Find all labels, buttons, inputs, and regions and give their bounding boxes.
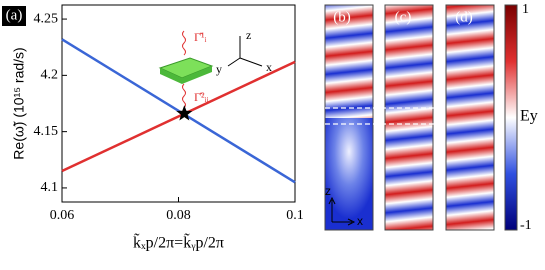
field-map-c (384, 4, 434, 231)
panel-label: (d) (455, 9, 473, 25)
y-tick-label: 4.15 (34, 124, 59, 139)
field-map-b-lower (325, 118, 373, 230)
inset-label: Γ̂²ᵢᵢ (194, 90, 208, 104)
x-tick-label: 0.08 (166, 208, 191, 223)
structure-side (160, 66, 212, 84)
field-maps (324, 4, 518, 231)
panel-label-bg (2, 6, 26, 26)
inset-label: z (246, 28, 251, 42)
x-axis-label: k̃ₓp/2π=k̃ᵧp/2π (133, 233, 224, 252)
y-axis-label: Re(ω̃) (10¹⁵ rad/s) (11, 47, 27, 159)
inset-axes (227, 36, 263, 67)
data-line (61, 60, 296, 173)
field-axis-label: x (357, 214, 363, 228)
colorbar (504, 4, 518, 231)
plot-frame (61, 4, 296, 203)
y-tick-label: 4.25 (34, 11, 59, 26)
data-line (61, 38, 296, 184)
inset-label: y (216, 62, 222, 76)
inset (158, 30, 263, 109)
panel-label: (b) (333, 9, 351, 25)
inset-label: x (266, 60, 272, 74)
panel-label: (a) (6, 7, 23, 23)
intersection-star (176, 105, 193, 121)
y-tick-label: 4.2 (41, 68, 59, 83)
y-tick-label: 4.1 (41, 180, 59, 195)
field-axis-label: z (325, 184, 331, 198)
wave-arrow (182, 30, 186, 109)
field-axes-arrows (328, 196, 356, 226)
colorbar-tick-label: -1 (520, 218, 532, 233)
colorbar-tick-label: 1 (522, 2, 529, 17)
inset-label: Γ̂¹ᵢ (194, 30, 207, 44)
field-map-d (445, 4, 495, 231)
colorbar-label: Ey (520, 108, 538, 125)
x-tick-label: 0.1 (286, 208, 304, 223)
field-frame (324, 4, 374, 231)
x-tick-label: 0.06 (50, 208, 75, 223)
field-axes (331, 200, 352, 223)
panel-label: (c) (395, 9, 412, 25)
